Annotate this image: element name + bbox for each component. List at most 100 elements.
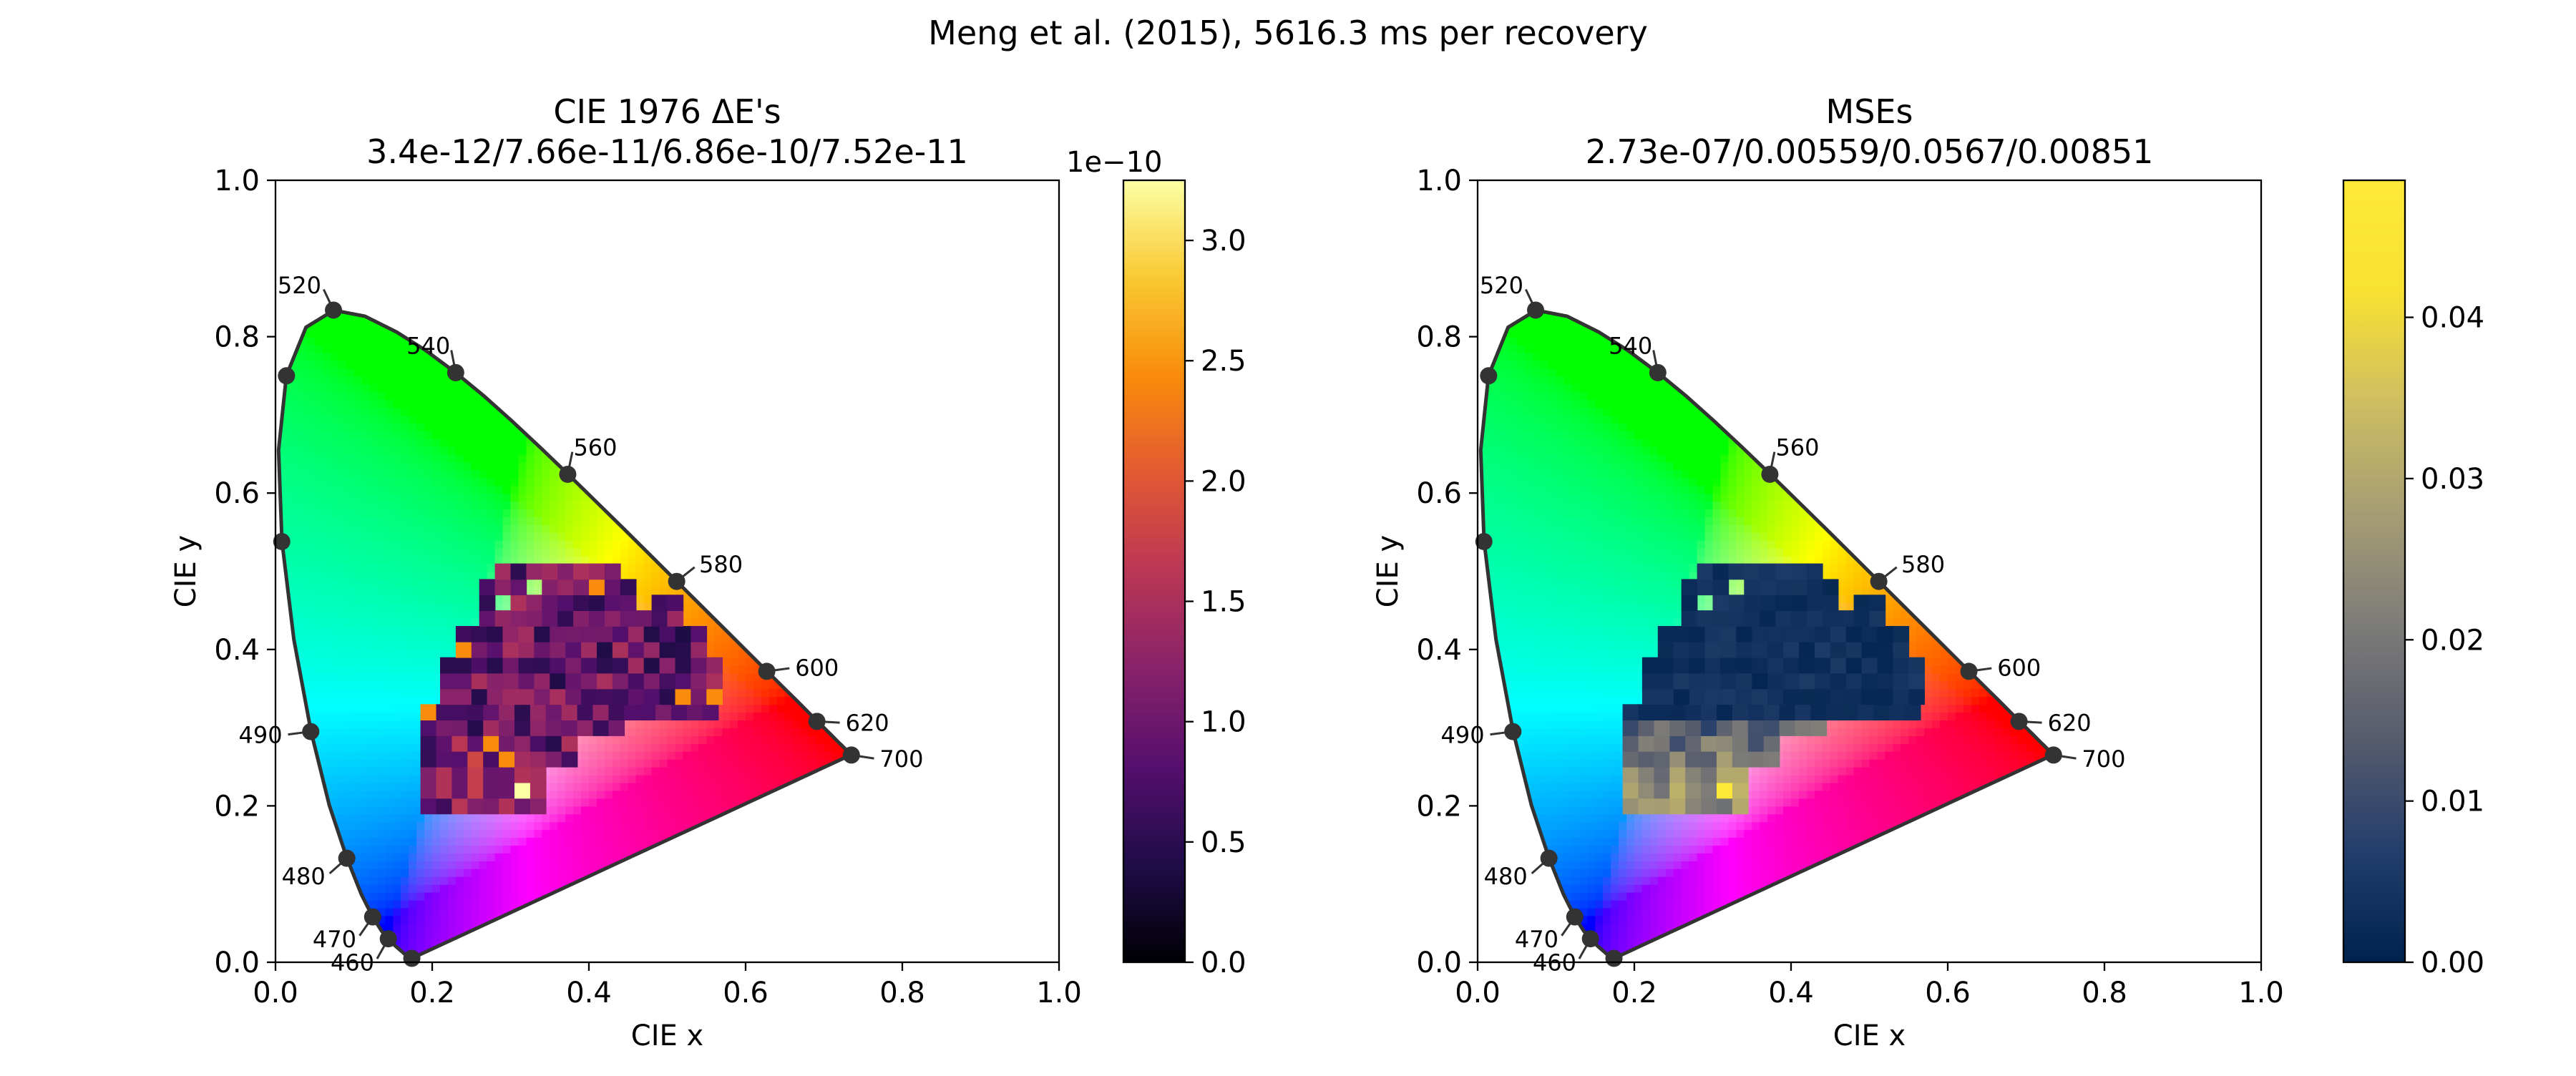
error-cell bbox=[1705, 657, 1722, 674]
y-tick-label: 0.6 bbox=[214, 477, 260, 510]
error-cell bbox=[452, 704, 468, 720]
error-cell bbox=[503, 626, 519, 642]
error-cell bbox=[1669, 783, 1686, 799]
error-cell bbox=[1732, 767, 1749, 783]
error-cell bbox=[421, 704, 437, 720]
error-cell bbox=[1732, 720, 1749, 736]
error-cell bbox=[1854, 610, 1870, 627]
wavelength-marker bbox=[668, 573, 686, 590]
error-cell bbox=[1654, 798, 1670, 815]
error-cell bbox=[1830, 689, 1847, 705]
error-cell bbox=[1815, 626, 1831, 642]
wavelength-label: 560 bbox=[1775, 434, 1819, 461]
error-cell bbox=[706, 673, 723, 690]
error-cell bbox=[581, 657, 597, 674]
error-cell bbox=[436, 767, 453, 783]
error-cell bbox=[565, 626, 582, 642]
wavelength-label: 600 bbox=[1997, 654, 2041, 681]
error-cell bbox=[1893, 689, 1909, 705]
error-cell bbox=[1807, 610, 1823, 627]
error-cell bbox=[1846, 626, 1863, 642]
x-tick-label: 0.8 bbox=[2082, 977, 2127, 1009]
error-cell bbox=[706, 657, 723, 674]
wavelength-marker bbox=[380, 930, 397, 947]
error-cell bbox=[1783, 626, 1800, 642]
error-cell bbox=[1807, 579, 1823, 595]
error-cell bbox=[1823, 610, 1839, 627]
error-cell bbox=[624, 704, 640, 720]
error-cell bbox=[519, 657, 535, 674]
error-cell bbox=[1873, 704, 1890, 720]
error-cell bbox=[581, 673, 597, 690]
error-cell bbox=[534, 626, 550, 642]
error-cell bbox=[514, 767, 531, 783]
error-cell bbox=[1908, 689, 1925, 705]
error-cell bbox=[550, 689, 566, 705]
error-cell bbox=[526, 564, 542, 580]
error-cell bbox=[1830, 626, 1847, 642]
wavelength-marker bbox=[2011, 713, 2028, 730]
error-cell bbox=[613, 657, 629, 674]
error-cell bbox=[530, 735, 547, 752]
error-cell bbox=[573, 595, 590, 611]
error-cell bbox=[550, 626, 566, 642]
x-tick-label: 0.6 bbox=[723, 977, 769, 1009]
error-cell bbox=[421, 735, 437, 752]
error-cell bbox=[1623, 720, 1639, 736]
error-cell bbox=[593, 720, 610, 736]
error-cell bbox=[452, 751, 468, 768]
error-cell bbox=[573, 610, 590, 627]
error-cell bbox=[1767, 673, 1784, 690]
error-cell bbox=[1674, 689, 1690, 705]
error-cell bbox=[550, 657, 566, 674]
error-cell bbox=[530, 783, 547, 799]
error-cell bbox=[1862, 626, 1878, 642]
error-cell bbox=[1760, 595, 1776, 611]
error-cell bbox=[1846, 657, 1863, 674]
error-cell bbox=[581, 689, 597, 705]
error-cell bbox=[1905, 704, 1921, 720]
colorbar-fill bbox=[2343, 180, 2405, 962]
error-cell bbox=[530, 767, 547, 783]
error-cell bbox=[452, 798, 468, 815]
error-cell bbox=[514, 751, 531, 768]
error-cell bbox=[467, 720, 484, 736]
error-cell bbox=[421, 751, 437, 768]
error-cell bbox=[511, 579, 527, 595]
wavelength-label: 600 bbox=[795, 654, 839, 681]
error-cell bbox=[1654, 720, 1670, 736]
error-cell bbox=[436, 783, 453, 799]
error-cell bbox=[1705, 642, 1722, 658]
error-cell bbox=[487, 657, 504, 674]
error-cell bbox=[1748, 704, 1765, 720]
wavelength-marker bbox=[1870, 573, 1888, 590]
colorbar-tick-label: 0.02 bbox=[2421, 624, 2484, 657]
error-cell bbox=[1744, 579, 1760, 595]
error-cell bbox=[1748, 720, 1765, 736]
error-cell bbox=[652, 595, 668, 611]
error-cell bbox=[1682, 595, 1698, 611]
error-cell bbox=[499, 798, 515, 815]
error-cell bbox=[660, 642, 676, 658]
error-cell bbox=[1720, 642, 1737, 658]
error-cell bbox=[1689, 657, 1706, 674]
error-cell bbox=[1736, 689, 1752, 705]
error-cell bbox=[487, 626, 504, 642]
error-cell bbox=[1760, 564, 1776, 580]
error-cell bbox=[628, 642, 645, 658]
wavelength-label: 620 bbox=[2048, 709, 2092, 736]
error-cell bbox=[436, 704, 453, 720]
error-cell bbox=[1862, 673, 1878, 690]
error-cell bbox=[1807, 595, 1823, 611]
error-cell bbox=[557, 564, 574, 580]
error-cell bbox=[1815, 689, 1831, 705]
error-cell bbox=[487, 689, 504, 705]
error-cell bbox=[636, 610, 653, 627]
error-cell bbox=[593, 704, 610, 720]
error-cell bbox=[1830, 642, 1847, 658]
error-cell bbox=[1720, 689, 1737, 705]
error-cell bbox=[1669, 767, 1686, 783]
error-cell bbox=[1854, 595, 1870, 611]
error-cell bbox=[1732, 798, 1749, 815]
colorbar-tick-label: 3.0 bbox=[1201, 225, 1246, 258]
